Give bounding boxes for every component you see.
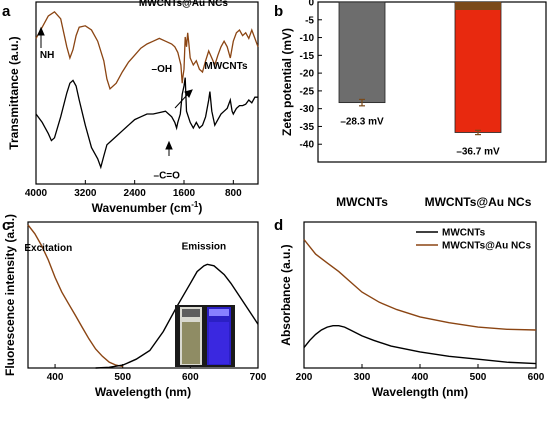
panel-b-y-axis-title: Zeta potential (mV)	[280, 28, 294, 136]
annotation-nh: NH	[40, 50, 54, 61]
annotation-mwcnts-au-ncs: MWCNTs@Au NCs	[139, 0, 228, 9]
panel-a-letter: a	[2, 3, 11, 20]
category-label-mwcnts-au-ncs: MWCNTs@Au NCs	[425, 195, 532, 209]
panel-b-y-tick-label: -25	[300, 86, 315, 97]
panel-c-x-tick-label: 700	[250, 372, 267, 383]
series-line-mwcnts	[35, 77, 258, 170]
legend-label-mwcnts: MWCNTs	[442, 228, 486, 239]
panel-b-categories: MWCNTs MWCNTs@Au NCs	[336, 195, 532, 209]
panel-c: c 400 500 600 700 Excitation Emission Wavele…	[2, 214, 267, 399]
panel-b-y-tick-label: -20	[300, 69, 315, 80]
bar-mwcnts-au-ncs	[454, 1, 502, 133]
annotation-mwcnts: MWCNTs	[204, 61, 248, 72]
series-line-mwcnts	[303, 325, 537, 365]
panel-c-letter: c	[2, 217, 10, 234]
panel-a: a 4000 3200 2400 1600 800 MWCNTs@Au NCs NH –OH…	[2, 0, 259, 215]
bar-top-band	[455, 2, 501, 10]
oh-arrow-head	[184, 89, 193, 98]
panel-c-x-tick-label: 600	[182, 372, 199, 383]
panel-d-x-tick-label: 500	[470, 372, 487, 383]
vial-uv-cap	[209, 309, 229, 316]
panel-a-x-tick-label: 1600	[173, 188, 196, 199]
series-line-mwcnts-au-ncs	[303, 239, 537, 331]
panel-a-y-axis-title: Transmittance (a.u.)	[7, 36, 21, 149]
panel-c-series	[27, 224, 259, 369]
panel-a-x-tick-label: 2400	[124, 188, 147, 199]
panel-d-x-tick-label: 400	[412, 372, 429, 383]
panel-b-y-tick-label: -5	[305, 15, 314, 26]
panel-c-x-ticks: 400 500 600 700	[47, 364, 267, 383]
panel-b-y-tick-label: -35	[300, 122, 315, 133]
annotation-c-o: –C=O	[154, 170, 181, 181]
vial-uv-liquid	[209, 322, 229, 364]
panel-a-x-axis-title-tail: )	[198, 201, 202, 215]
panel-b-y-tick-label: -30	[300, 104, 315, 115]
annotation-oh: –OH	[152, 64, 173, 75]
panel-b-frame	[317, 1, 547, 163]
vial-photo-inset	[175, 305, 235, 367]
annotation-excitation: Excitation	[24, 243, 72, 254]
panel-a-arrows	[37, 26, 193, 156]
panel-c-x-tick-label: 400	[47, 372, 64, 383]
panel-d-legend: MWCNTs MWCNTs@Au NCs	[416, 228, 531, 252]
panel-b-y-tick-label: -15	[300, 51, 315, 62]
panel-c-y-axis-title: Fluorescence intensity (a.u.)	[3, 214, 17, 376]
annotation-emission: Emission	[182, 242, 226, 253]
co-arrow-head	[165, 140, 173, 150]
panel-b-bars: –28.3 mV –36.7 mV	[338, 1, 502, 157]
series-line-excitation	[27, 224, 123, 368]
series-line-emission	[95, 263, 259, 369]
panel-c-annotations: Excitation Emission	[24, 242, 226, 254]
panel-c-x-tick-label: 500	[114, 372, 131, 383]
panel-a-annotations: MWCNTs@Au NCs NH –OH MWCNTs –C=O	[40, 0, 248, 181]
panel-d-x-tick-label: 300	[354, 372, 371, 383]
panel-a-frame	[35, 1, 259, 185]
panel-b-letter: b	[274, 3, 283, 20]
panel-b-y-tick-label: 0	[308, 0, 314, 9]
panel-a-x-tick-label: 800	[225, 188, 242, 199]
panel-b-y-ticks: 0 -5 -10 -15 -20 -25 -30 -35 -40	[300, 0, 322, 151]
panel-a-x-tick-label: 4000	[25, 188, 48, 199]
panel-a-x-tick-label: 3200	[74, 188, 97, 199]
legend-label-mwcnts-au-ncs: MWCNTs@Au NCs	[442, 241, 531, 252]
bar-mwcnts	[338, 1, 386, 104]
panel-c-frame	[27, 221, 259, 369]
panel-a-x-axis-title-sup: -1	[191, 200, 199, 209]
panel-d-letter: d	[274, 217, 283, 234]
vial-daylight-cap	[182, 309, 200, 317]
nh-arrow-head	[37, 26, 45, 36]
panel-d-x-tick-label: 200	[296, 372, 313, 383]
panel-d: d 200 300 400 500 600 MWCNTs MWCNTs@Au NCs Wa…	[274, 217, 545, 399]
series-line-mwcnts-au-ncs	[35, 10, 259, 90]
bar-value-label: –28.3 mV	[340, 117, 384, 128]
panel-d-x-tick-label: 600	[528, 372, 545, 383]
panel-d-x-axis-title: Wavelength (nm)	[372, 385, 468, 399]
panel-d-series	[303, 239, 537, 365]
panel-a-x-axis-title-main: Wavenumber (cm	[92, 201, 192, 215]
panel-d-x-ticks: 200 300 400 500 600	[296, 364, 545, 383]
category-label-mwcnts: MWCNTs	[336, 195, 388, 209]
vial-daylight-liquid	[182, 322, 200, 364]
panel-b: b 0 -5 -10 -15 -20 -25 -30 -35 -40 –28.3 mV –36.7…	[274, 0, 547, 209]
bar-value-label: –36.7 mV	[456, 146, 500, 157]
panel-b-y-tick-label: -40	[300, 140, 315, 151]
panel-a-series	[35, 10, 259, 170]
panel-a-x-ticks: 4000 3200 2400 1600 800	[25, 180, 242, 199]
panel-b-y-tick-label: -10	[300, 33, 315, 44]
panel-a-x-axis-title: Wavenumber (cm-1)	[92, 200, 203, 215]
panel-c-x-axis-title: Wavelength (nm)	[95, 385, 191, 399]
panel-d-y-axis-title: Absorbance (a.u.)	[279, 244, 293, 345]
oh-arrow	[174, 93, 189, 109]
